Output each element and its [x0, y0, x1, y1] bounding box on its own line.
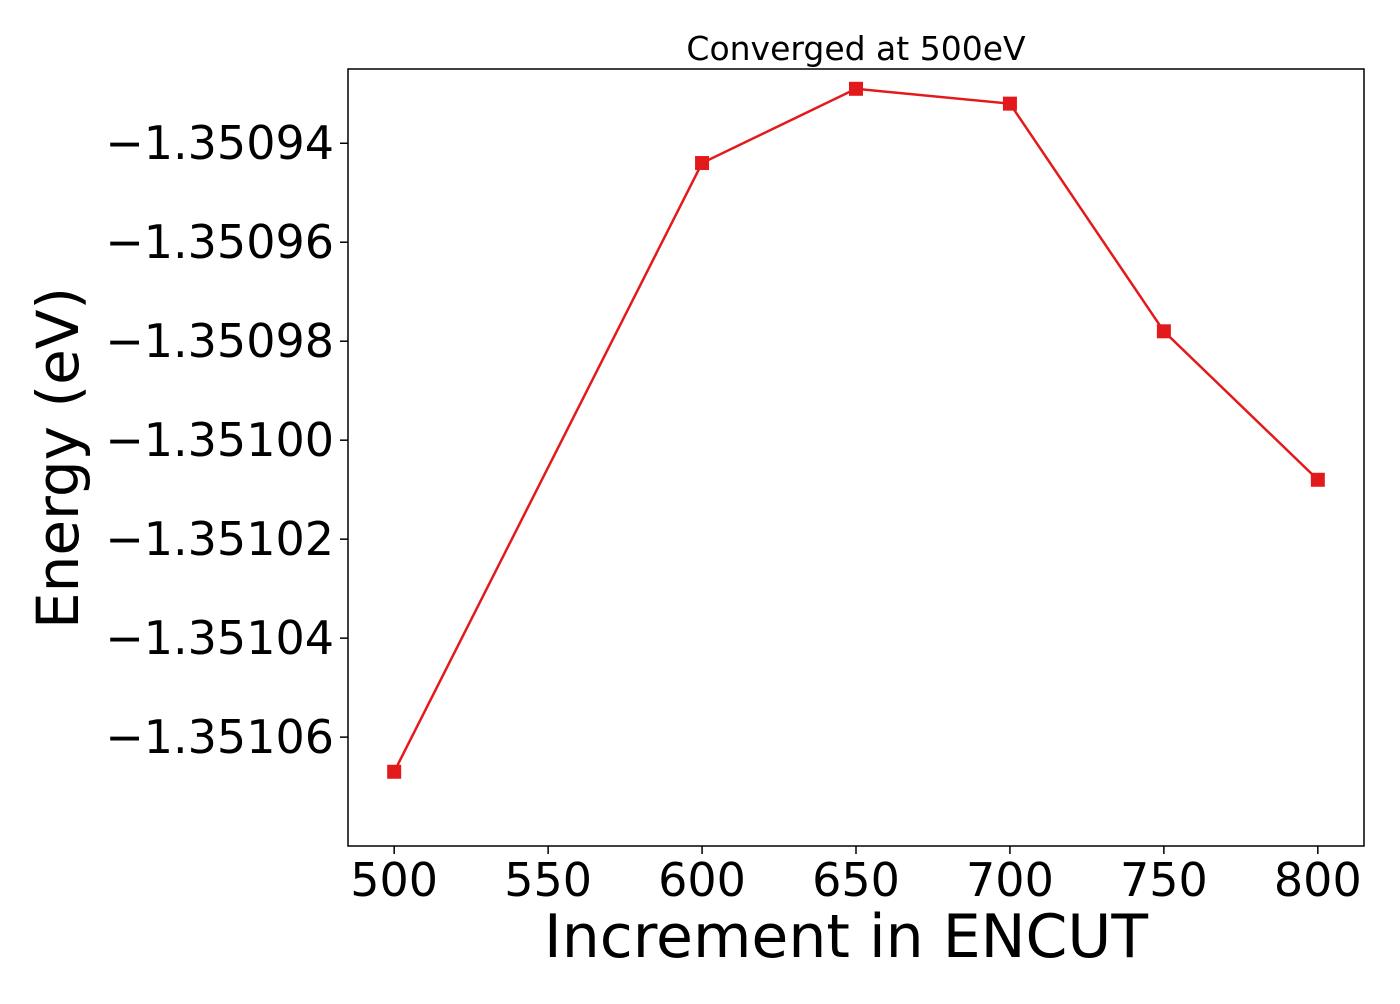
- data-point-marker: [1156, 324, 1171, 339]
- x-axis: 500 550 600 650 700 750 800: [350, 846, 1362, 907]
- y-tick-label: −1.35102: [105, 512, 334, 566]
- x-tick-label: 750: [1120, 853, 1208, 907]
- data-point-marker: [849, 81, 863, 96]
- x-tick-label: 600: [658, 853, 746, 907]
- series-layer: [387, 81, 1325, 779]
- y-tick-label: −1.35094: [105, 116, 334, 170]
- chart-title: Converged at 500eV: [686, 29, 1026, 68]
- x-axis-label: Increment in ENCUT: [544, 902, 1148, 972]
- data-point-marker: [387, 764, 402, 779]
- series-line: [393, 87, 1319, 773]
- y-axis-label: Energy (eV): [24, 287, 92, 629]
- x-tick-label: 650: [812, 853, 900, 907]
- y-tick-label: −1.35100: [105, 413, 334, 467]
- y-tick-label: −1.35104: [105, 611, 334, 665]
- x-tick-label: 800: [1274, 853, 1362, 907]
- y-tick-label: −1.35106: [105, 710, 334, 764]
- y-axis: −1.35094 −1.35096 −1.35098 −1.35100 −1.35102…: [105, 116, 348, 764]
- y-tick-label: −1.35096: [105, 215, 334, 269]
- plot-frame: [347, 68, 1365, 847]
- y-tick-label: −1.35098: [105, 314, 334, 368]
- data-point-marker: [1310, 472, 1325, 487]
- x-tick-label: 550: [504, 853, 592, 907]
- data-point-marker: [695, 156, 710, 171]
- data-point-marker: [1002, 96, 1017, 111]
- x-tick-label: 700: [966, 853, 1054, 907]
- x-tick-label: 500: [350, 853, 438, 907]
